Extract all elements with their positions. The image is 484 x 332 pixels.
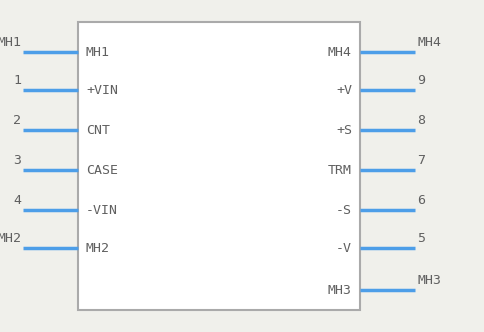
Text: 3: 3 (13, 154, 21, 167)
Text: MH3: MH3 (417, 274, 441, 287)
Text: 7: 7 (417, 154, 425, 167)
Text: MH1: MH1 (0, 36, 21, 49)
Text: 8: 8 (417, 114, 425, 127)
Text: 2: 2 (13, 114, 21, 127)
Text: 5: 5 (417, 232, 425, 245)
Text: MH2: MH2 (86, 241, 110, 255)
Text: CNT: CNT (86, 124, 110, 136)
Text: MH4: MH4 (417, 36, 441, 49)
Text: -VIN: -VIN (86, 204, 118, 216)
Text: MH1: MH1 (86, 45, 110, 58)
Text: 4: 4 (13, 194, 21, 207)
Text: -V: -V (336, 241, 352, 255)
Bar (78, 22, 360, 310)
Text: -S: -S (336, 204, 352, 216)
Text: +VIN: +VIN (86, 84, 118, 97)
Text: +V: +V (336, 84, 352, 97)
Text: CASE: CASE (86, 163, 118, 177)
Text: +S: +S (336, 124, 352, 136)
Text: 6: 6 (417, 194, 425, 207)
Text: 9: 9 (417, 74, 425, 87)
Text: MH4: MH4 (328, 45, 352, 58)
Text: MH2: MH2 (0, 232, 21, 245)
Text: MH3: MH3 (328, 284, 352, 296)
Text: 1: 1 (13, 74, 21, 87)
Text: TRM: TRM (328, 163, 352, 177)
